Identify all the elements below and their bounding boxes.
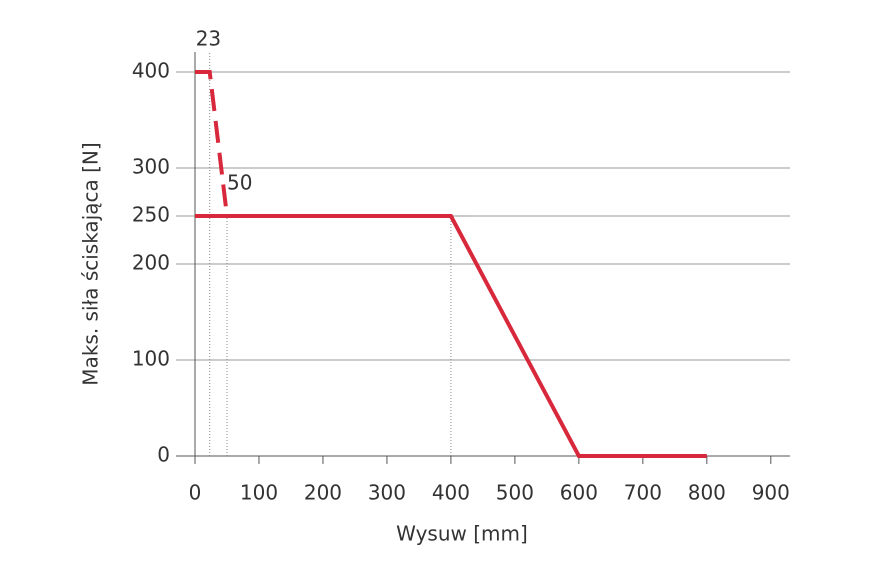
y-tick-label: 0 bbox=[157, 443, 170, 467]
series-line bbox=[195, 214, 707, 458]
x-tick-label: 300 bbox=[368, 481, 406, 505]
y-tick-label: 300 bbox=[132, 155, 170, 179]
y-tick-label: 400 bbox=[132, 59, 170, 83]
x-tick-label: 0 bbox=[189, 481, 202, 505]
y-axis-label: Maks. siła ściskająca [N] bbox=[79, 142, 103, 385]
x-axis-label: Wysuw [mm] bbox=[396, 522, 528, 546]
series-line bbox=[195, 70, 229, 217]
y-tick-label: 100 bbox=[132, 347, 170, 371]
y-tick-label: 250 bbox=[132, 203, 170, 227]
annotation: 50 bbox=[227, 171, 252, 195]
x-tick-label: 900 bbox=[752, 481, 790, 505]
x-tick-label: 800 bbox=[688, 481, 726, 505]
x-tick-label: 500 bbox=[496, 481, 534, 505]
annotation: 23 bbox=[196, 27, 221, 51]
x-tick-label: 200 bbox=[304, 481, 342, 505]
x-tick-label: 600 bbox=[560, 481, 598, 505]
x-tick-label: 400 bbox=[432, 481, 470, 505]
x-tick-label: 100 bbox=[240, 481, 278, 505]
y-tick-label: 200 bbox=[132, 251, 170, 275]
x-tick-label: 700 bbox=[624, 481, 662, 505]
